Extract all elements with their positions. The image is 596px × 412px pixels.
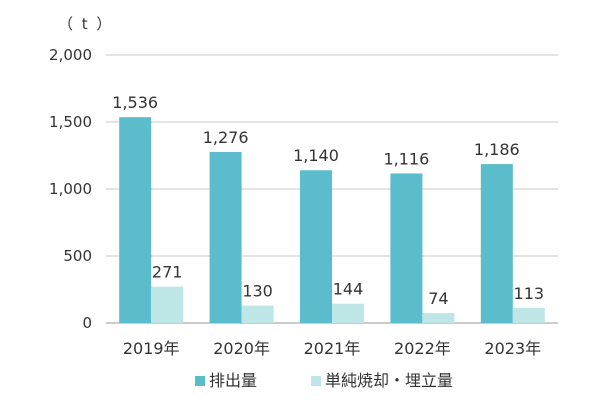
x-tick-label: 2021年 bbox=[304, 339, 361, 358]
legend-incineration-landfill-label: 単純焼却・埋立量 bbox=[325, 371, 453, 390]
data-label: 1,536 bbox=[112, 93, 158, 112]
data-label: 1,186 bbox=[474, 140, 520, 159]
bar-emissions bbox=[209, 152, 242, 323]
y-unit-label: （ t ） bbox=[58, 15, 113, 33]
legend-incineration-landfill-swatch bbox=[311, 376, 321, 386]
legend-emissions-label: 排出量 bbox=[209, 371, 257, 390]
bar-incineration-landfill bbox=[151, 286, 184, 323]
bar-incineration-landfill bbox=[422, 313, 455, 323]
data-label: 74 bbox=[428, 289, 448, 308]
y-axis-ticks: 0 500 1,000 1,500 2,000 bbox=[49, 46, 92, 332]
y-tick-label: 0 bbox=[82, 314, 92, 332]
x-tick-label: 2020年 bbox=[213, 339, 270, 358]
data-label: 271 bbox=[152, 263, 183, 282]
legend: 排出量 単純焼却・埋立量 bbox=[195, 371, 453, 390]
bar-emissions bbox=[300, 170, 332, 323]
x-axis-labels: 2019年 2020年 2021年 2022年 2023年 bbox=[123, 339, 541, 358]
y-tick-label: 1,500 bbox=[49, 113, 92, 131]
x-tick-label: 2019年 bbox=[123, 339, 180, 358]
y-tick-label: 500 bbox=[63, 247, 92, 265]
data-label: 1,116 bbox=[383, 149, 429, 168]
data-label: 130 bbox=[242, 282, 273, 301]
bar-emissions bbox=[119, 117, 152, 324]
bar-incineration-landfill bbox=[512, 307, 545, 323]
x-tick-label: 2023年 bbox=[484, 339, 541, 358]
data-label: 113 bbox=[514, 284, 545, 303]
data-label: 1,140 bbox=[293, 146, 339, 165]
legend-emissions-swatch bbox=[195, 376, 205, 386]
data-label: 1,276 bbox=[203, 128, 249, 147]
bar-incineration-landfill bbox=[241, 305, 274, 323]
y-tick-label: 2,000 bbox=[49, 46, 92, 64]
x-tick-label: 2022年 bbox=[394, 339, 451, 358]
bar-incineration-landfill bbox=[332, 303, 364, 323]
bars bbox=[119, 117, 545, 324]
y-tick-label: 1,000 bbox=[49, 180, 92, 198]
bar-emissions bbox=[390, 173, 423, 323]
data-labels: 1,536 271 1,276 130 1,140 144 1,116 74 1,186 113 bbox=[112, 93, 544, 308]
data-label: 144 bbox=[333, 280, 364, 299]
bar-emissions bbox=[480, 164, 513, 323]
